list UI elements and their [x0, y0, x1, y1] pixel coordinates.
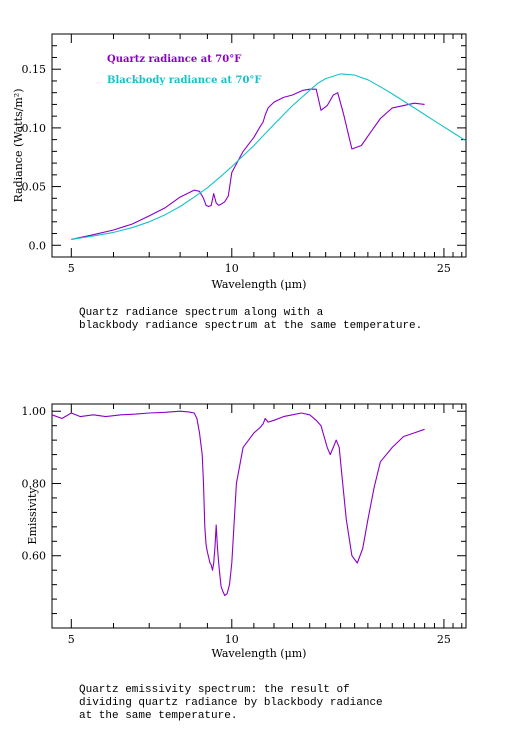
plot-frame — [51, 33, 467, 258]
y-tick-label: 0.15 — [22, 63, 47, 76]
x-axis-label: Wavelength (μm) — [212, 278, 307, 291]
y-tick-label: 0.05 — [22, 181, 47, 194]
y-tick-label: 0.80 — [22, 477, 47, 490]
bottom-chart-caption: Quartz emissivity spectrum: the result o… — [79, 684, 383, 722]
x-tick-label: 25 — [437, 262, 451, 275]
top-chart-caption: Quartz radiance spectrum along with a bl… — [79, 307, 423, 332]
series-line-1 — [71, 88, 425, 240]
y-tick-label: 1.00 — [22, 405, 47, 418]
x-tick-label: 25 — [437, 633, 451, 646]
y-tick-label: 0.10 — [22, 122, 47, 135]
series-line-2 — [71, 73, 467, 240]
chart-2: 5 10 25 0.60 0.80 1.00 Wavelength (μm) Emissivi… — [22, 403, 467, 660]
legend-entry-2: Blackbody radiance at 70°F — [107, 75, 262, 86]
chart-1: 5 10 25 0.0 0.05 0.10 0.15 Wavelength (μm) Radia… — [12, 33, 467, 291]
y-axis-label: Emissivity — [26, 487, 39, 545]
y-tick-label: 0.0 — [29, 239, 47, 252]
series-line-1 — [51, 410, 425, 597]
x-tick-label: 5 — [68, 633, 75, 646]
y-axis-label: Radiance (Watts/m²) — [12, 89, 25, 203]
plot-frame — [51, 403, 467, 629]
x-tick-label: 10 — [225, 633, 239, 646]
x-tick-label: 5 — [68, 262, 75, 275]
y-tick-label: 0.60 — [22, 550, 47, 563]
x-tick-label: 10 — [225, 262, 239, 275]
legend-entry-1: Quartz radiance at 70°F — [107, 54, 241, 65]
x-axis-label: Wavelength (μm) — [212, 647, 307, 660]
